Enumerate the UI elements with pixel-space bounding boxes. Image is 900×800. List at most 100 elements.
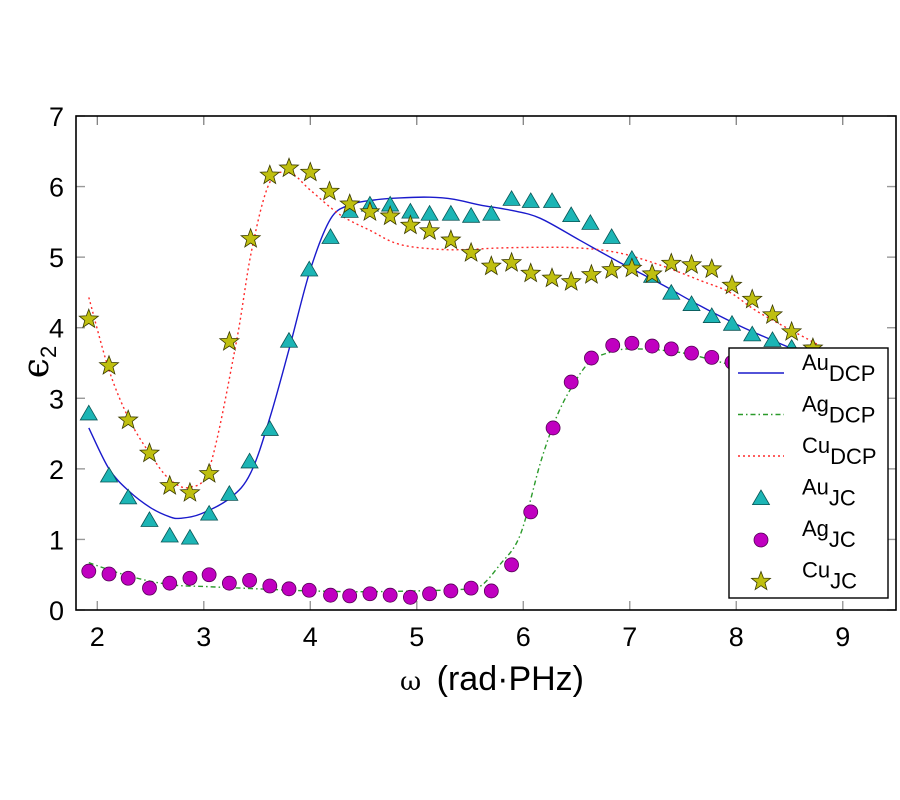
data-point-agjc [663, 341, 679, 357]
data-point-agjc [605, 337, 621, 353]
data-point-agjc [201, 567, 217, 583]
data-point-cujc [379, 205, 401, 226]
legend-item-aujc: AuJC [751, 475, 856, 511]
data-point-cujc [741, 288, 763, 309]
data-point-aujc [722, 314, 742, 331]
y-tick-label: 0 [49, 596, 64, 626]
x-tick-label: 2 [90, 622, 105, 652]
legend-label-main: Cu [802, 433, 830, 458]
legend-label-cujc: CuJC [802, 558, 857, 594]
series-line-cudcp [88, 171, 820, 489]
data-point-aujc [662, 283, 681, 300]
x-tick-label: 7 [622, 622, 637, 652]
data-point-cujc [117, 409, 139, 430]
y-tick-label: 5 [49, 243, 64, 273]
data-point-agjc [81, 563, 97, 579]
data-point-agjc [120, 570, 136, 586]
data-point-agjc [242, 572, 257, 588]
data-point-aujc [482, 204, 501, 221]
x-axis-symbol: ω [400, 667, 421, 697]
data-point-cujc [339, 193, 361, 214]
legend-item-cujc: CuJC [750, 558, 857, 594]
plot-frame [75, 115, 897, 611]
data-point-aujc [420, 204, 439, 221]
data-point-cujc [701, 257, 723, 279]
data-point-agjc [644, 338, 660, 354]
legend-item-agjc: AgJC [753, 516, 856, 552]
data-point-agjc [523, 504, 539, 520]
legend-label-agjc: AgJC [802, 516, 856, 552]
data-point-aujc [441, 204, 461, 221]
data-point-aujc [220, 484, 239, 501]
legend-label-sub: DCP [829, 403, 875, 428]
data-point-agjc [281, 581, 297, 597]
legend-item-cudcp: CuDCP [738, 433, 877, 469]
data-point-cujc [138, 442, 161, 463]
data-point-cujc [541, 267, 563, 288]
data-point-agjc [463, 580, 479, 596]
data-point-agjc [323, 587, 338, 603]
data-point-aujc [743, 325, 762, 342]
data-point-aujc [140, 511, 159, 527]
data-point-aujc [461, 206, 481, 223]
legend-label-main: Au [802, 350, 829, 375]
data-point-agjc [504, 557, 519, 573]
legend-marker-agjc [753, 532, 769, 548]
data-point-agjc [563, 374, 579, 390]
data-point-aujc [279, 331, 299, 348]
legend-marker-aujc [751, 489, 771, 506]
data-point-cujc [359, 200, 381, 222]
data-point-agjc [142, 580, 157, 596]
legend-item-agdcp: AgDCP [738, 392, 875, 428]
data-point-cujc [98, 354, 120, 375]
data-point-agjc [182, 570, 198, 586]
data-point-cujc [560, 270, 582, 291]
tick-labels: 2 3 4 5 6 7 8 9 0 1 2 3 4 5 6 7 [49, 102, 850, 652]
x-tick-label: 9 [835, 622, 850, 652]
data-point-aujc [240, 452, 259, 469]
data-point-cujc [240, 227, 262, 248]
data-point-cujc [601, 258, 623, 279]
legend-label-cudcp: CuDCP [802, 433, 877, 469]
y-axis-label: ϵ2 [16, 346, 61, 378]
data-point-cujc [218, 330, 240, 351]
legend-label-sub: JC [829, 527, 856, 552]
x-tick-label: 8 [729, 622, 744, 652]
x-tick-label: 5 [409, 622, 424, 652]
legend-box [728, 347, 889, 599]
data-point-cujc [159, 474, 181, 495]
legend-label-main: Au [802, 475, 829, 500]
series-line-audcp [88, 196, 800, 520]
y-tick-label: 6 [49, 173, 64, 203]
data-point-cujc [278, 157, 300, 178]
y-tick-label: 4 [49, 314, 64, 344]
legend-item-audcp: AuDCP [738, 350, 875, 386]
data-point-agjc [362, 586, 378, 602]
data-point-cujc [399, 214, 421, 235]
data-point-cujc [580, 263, 602, 284]
data-point-cujc [660, 252, 682, 273]
data-point-aujc [180, 528, 200, 545]
data-point-agjc [624, 335, 640, 351]
legend-label-aujc: AuJC [802, 475, 856, 511]
legend-label-main: Ag [802, 392, 829, 417]
legend-label-main: Ag [802, 516, 829, 541]
x-tick-label: 3 [196, 622, 211, 652]
data-point-aujc [300, 260, 319, 277]
data-point-agjc [684, 345, 699, 361]
y-tick-label: 3 [49, 384, 64, 414]
data-point-cujc [500, 251, 523, 272]
series-line-agdcp [88, 348, 735, 593]
y-tick-label: 2 [49, 455, 64, 485]
data-point-aujc [99, 466, 119, 483]
data-point-aujc [260, 420, 280, 436]
x-tick-label: 4 [303, 622, 318, 652]
data-point-cujc [761, 303, 784, 325]
x-tick-label: 6 [516, 622, 531, 652]
data-point-cujc [259, 164, 281, 185]
data-point-cujc [299, 161, 321, 182]
data-point-cujc [641, 262, 663, 284]
data-point-agjc [382, 587, 398, 603]
data-point-cujc [621, 257, 643, 278]
